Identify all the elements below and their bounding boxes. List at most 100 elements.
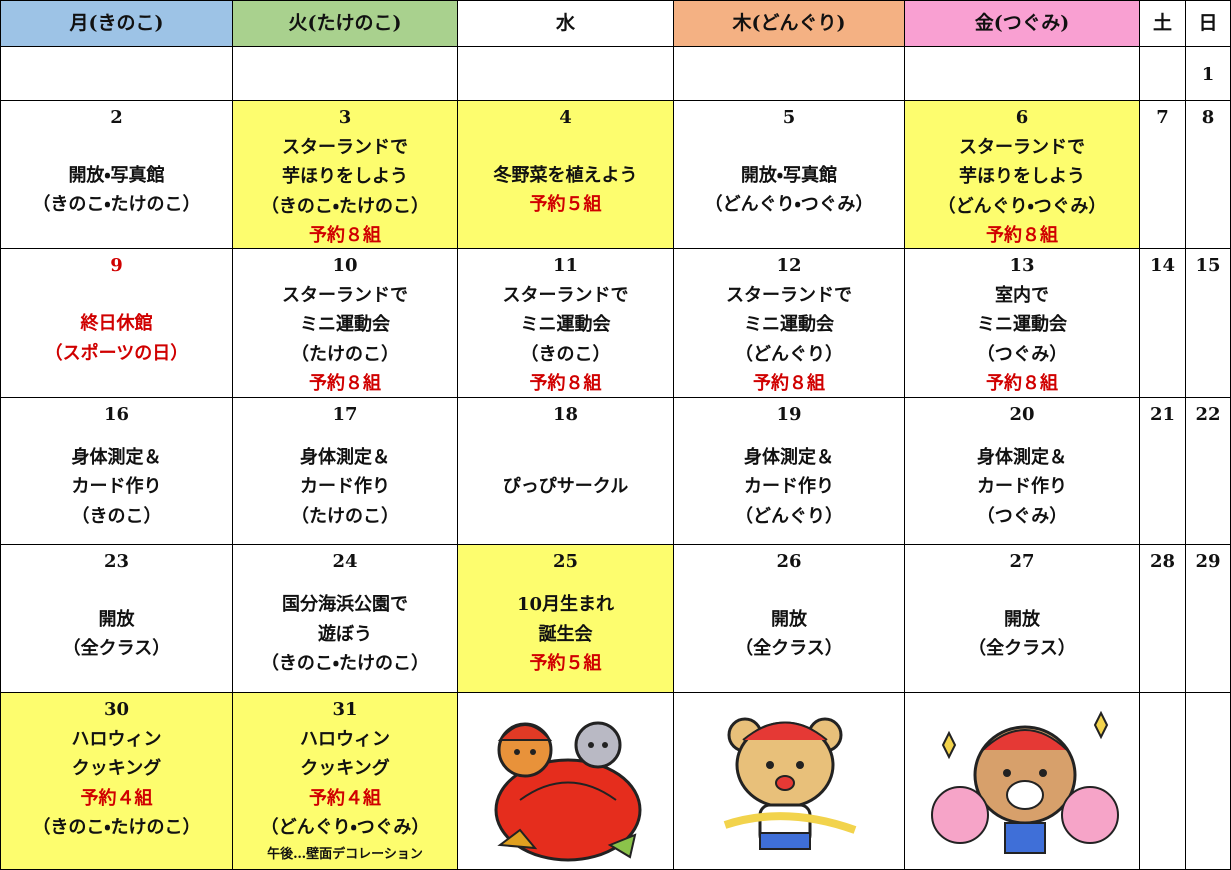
header-cell: 木(どんぐり) — [674, 0, 905, 47]
day-number: 17 — [332, 404, 358, 425]
day-cell: 17 身体測定＆ カード作り （たけのこ） — [233, 398, 458, 545]
cell-body: ぴっぴサークル — [503, 430, 628, 545]
cell-line: （どんぐり・つぐみ） — [704, 194, 874, 216]
cell-line: 開放 — [770, 608, 807, 630]
cell-line: 遊ぼう — [318, 623, 372, 645]
day-number: 25 — [552, 551, 579, 572]
day-cell: 22 — [1186, 398, 1231, 545]
cell-line: 予約８組 — [753, 373, 825, 394]
cell-line: ぴっぴサークル — [502, 476, 629, 497]
cell-line: クッキング — [300, 758, 390, 779]
cell-line: スターランドで — [726, 284, 852, 306]
day-cell: 26 開放 （全クラス） — [674, 545, 905, 693]
day-cell: 3 スターランドで 芋ほりをしよう （きのこ・たけのこ） 予約８組 — [233, 101, 458, 249]
cell-line: （つぐみ） — [976, 343, 1068, 365]
day-number: 9 — [110, 255, 123, 276]
day-number: 3 — [338, 107, 352, 128]
cell-line: （きのこ） — [71, 505, 162, 527]
cell-line: カード作り — [71, 476, 162, 497]
cell-line: （どんぐり） — [735, 343, 843, 365]
cell-line: （つぐみ） — [976, 505, 1068, 527]
cell-body: ハロウィン クッキング 予約４組 （どんぐり・つぐみ） 午後…壁面デコレーション — [261, 725, 430, 870]
cell-body: スターランドで 芋ほりをしよう （どんぐり・つぐみ） 予約８組 — [938, 133, 1107, 251]
day-number: 26 — [776, 551, 802, 572]
cell-line: 身体測定＆ — [976, 446, 1067, 468]
day-cell — [1140, 47, 1186, 101]
header-cell: 日 — [1186, 0, 1231, 47]
day-cell — [1140, 693, 1186, 870]
day-cell — [905, 47, 1140, 101]
cell-line: 芋ほりをしよう — [958, 166, 1085, 187]
cell-line: 身体測定＆ — [300, 446, 390, 468]
day-cell: 6 スターランドで 芋ほりをしよう （どんぐり・つぐみ） 予約８組 — [905, 101, 1140, 249]
cell-line: 開放 — [1003, 608, 1040, 630]
day-number: 29 — [1195, 551, 1221, 572]
day-number: 6 — [1015, 107, 1029, 128]
day-number: 28 — [1149, 551, 1176, 572]
cell-body: 身体測定＆ カード作り （どんぐり） — [735, 430, 843, 545]
cell-line: （どんぐり・つぐみ） — [260, 817, 430, 838]
day-cell: 2 開放・写真館 （きのこ・たけのこ） — [0, 101, 233, 249]
cell-line: 冬野菜を植えよう — [493, 164, 638, 186]
day-cell: 25 10月生まれ 誕生会 予約５組 — [458, 545, 674, 693]
cell-line: 国分海浜公園で — [282, 594, 408, 615]
cell-line: スターランドで — [502, 284, 629, 306]
day-cell: 1 — [1186, 47, 1231, 101]
cell-line: 身体測定＆ — [744, 446, 834, 468]
cell-body: 開放・写真館 （どんぐり・つぐみ） — [705, 133, 874, 249]
cell-line: カード作り — [744, 476, 834, 497]
day-cell: 31 ハロウィン クッキング 予約４組 （どんぐり・つぐみ） 午後…壁面デコレーション — [233, 693, 458, 870]
cell-line: クッキング — [71, 758, 162, 779]
day-cell: 16 身体測定＆ カード作り （きのこ） — [0, 398, 233, 545]
cell-line: 予約８組 — [309, 225, 381, 246]
day-number: 30 — [103, 699, 130, 720]
cell-line: スターランドで — [282, 136, 408, 158]
cell-line: 誕生会 — [538, 623, 593, 645]
cell-body: スターランドで 芋ほりをしよう （きのこ・たけのこ） 予約８組 — [261, 133, 429, 251]
cell-line: （きのこ・たけのこ） — [260, 195, 430, 217]
cell-line: ミニ運動会 — [976, 314, 1067, 335]
day-cell: 21 — [1140, 398, 1186, 545]
pumpkin-illustration — [494, 721, 642, 862]
cell-line: 10月生まれ — [516, 594, 615, 615]
cell-body: 10月生まれ 誕生会 予約５組 — [517, 577, 614, 693]
cell-line: 室内で — [994, 284, 1049, 306]
day-cell: 10 スターランドで ミニ運動会 （たけのこ） 予約８組 — [233, 249, 458, 398]
cell-body: 身体測定＆ カード作り （つぐみ） — [977, 430, 1068, 545]
cell-line: （たけのこ） — [291, 343, 399, 365]
cell-body: ハロウィン クッキング 予約４組 （きのこ・たけのこ） — [32, 725, 200, 870]
day-number: 24 — [332, 551, 358, 572]
cell-line: 予約８組 — [985, 373, 1058, 394]
cell-line: （全クラス） — [62, 638, 171, 660]
day-cell: 13 室内で ミニ運動会 （つぐみ） 予約８組 — [905, 249, 1140, 398]
cell-body: スターランドで ミニ運動会 （たけのこ） 予約８組 — [282, 281, 408, 399]
day-number: 2 — [110, 107, 123, 128]
day-cell: 7 — [1140, 101, 1186, 249]
day-cell: 14 — [1140, 249, 1186, 398]
cell-line: ミニ運動会 — [744, 314, 834, 335]
cell-line: ミニ運動会 — [520, 314, 611, 335]
day-number: 31 — [332, 699, 358, 720]
cell-line: 予約８組 — [529, 373, 602, 394]
day-number: 12 — [776, 255, 802, 276]
cell-body: 国分海浜公園で 遊ぼう （きのこ・たけのこ） — [261, 577, 429, 693]
day-cell: 19 身体測定＆ カード作り （どんぐり） — [674, 398, 905, 545]
cell-line: スターランドで — [282, 284, 408, 306]
day-number: 7 — [1156, 107, 1169, 128]
day-number: 1 — [1201, 63, 1215, 85]
day-cell — [458, 47, 674, 101]
day-cell — [1186, 693, 1231, 870]
day-number: 5 — [782, 107, 796, 128]
day-cell: 28 — [1140, 545, 1186, 693]
cell-line: （どんぐり） — [735, 505, 843, 527]
bear-cheer-illustration — [931, 710, 1119, 854]
day-number: 18 — [552, 404, 579, 425]
day-cell: 20 身体測定＆ カード作り （つぐみ） — [905, 398, 1140, 545]
cell-line: （きのこ・たけのこ） — [32, 817, 201, 838]
day-number: 16 — [103, 404, 130, 425]
day-number: 10 — [332, 255, 358, 276]
cell-line: （スポーツの日） — [44, 342, 189, 364]
cell-body: 開放 （全クラス） — [968, 577, 1076, 693]
day-cell: 15 — [1186, 249, 1231, 398]
